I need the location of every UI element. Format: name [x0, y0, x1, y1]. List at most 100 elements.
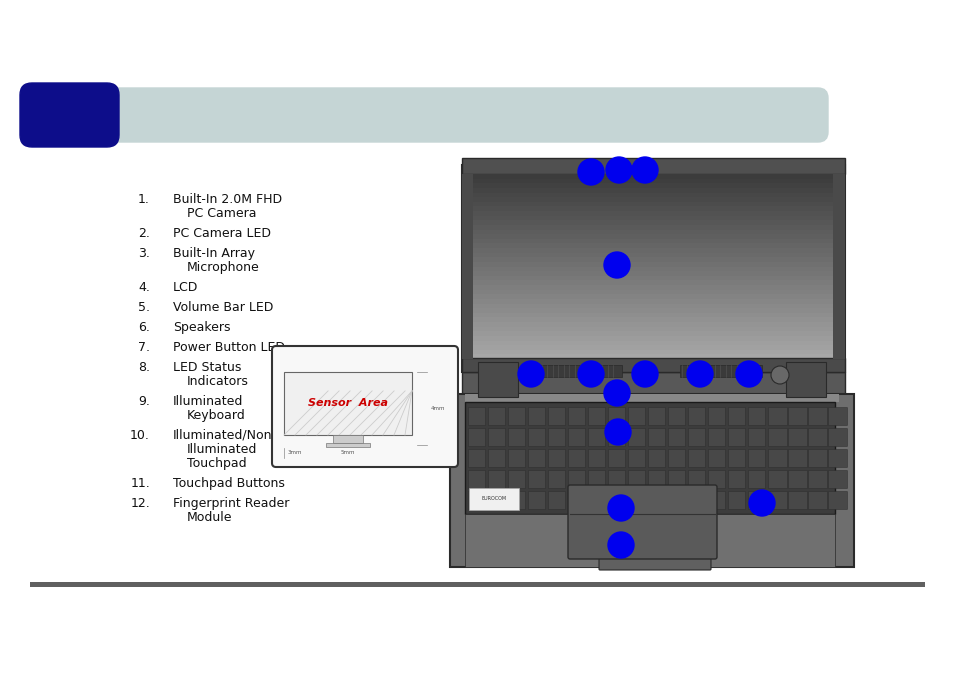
- Text: 9.: 9.: [138, 395, 150, 408]
- Bar: [473, 294, 832, 300]
- Text: 4mm: 4mm: [431, 406, 445, 411]
- Text: 3mm: 3mm: [288, 450, 302, 456]
- FancyBboxPatch shape: [688, 450, 705, 468]
- FancyBboxPatch shape: [528, 450, 545, 468]
- FancyBboxPatch shape: [588, 407, 605, 425]
- FancyBboxPatch shape: [688, 470, 705, 489]
- FancyBboxPatch shape: [807, 407, 826, 425]
- FancyBboxPatch shape: [628, 450, 645, 468]
- FancyBboxPatch shape: [748, 429, 764, 446]
- Bar: [473, 331, 832, 337]
- Bar: [473, 244, 832, 249]
- Text: 2.: 2.: [138, 227, 150, 240]
- FancyBboxPatch shape: [548, 450, 565, 468]
- Text: 11.: 11.: [131, 477, 150, 490]
- Bar: [539, 365, 621, 377]
- FancyBboxPatch shape: [608, 470, 625, 489]
- Bar: [473, 304, 832, 309]
- Text: Microphone: Microphone: [187, 261, 259, 274]
- Text: 7.: 7.: [138, 341, 150, 354]
- FancyBboxPatch shape: [608, 429, 625, 446]
- Bar: [461, 158, 844, 174]
- FancyBboxPatch shape: [598, 554, 710, 570]
- Circle shape: [578, 361, 603, 387]
- Bar: [473, 267, 832, 272]
- FancyBboxPatch shape: [568, 450, 585, 468]
- Text: 1.: 1.: [138, 193, 150, 206]
- Bar: [333, 435, 363, 443]
- Text: PC Camera: PC Camera: [187, 207, 256, 220]
- Circle shape: [748, 490, 774, 516]
- Bar: [469, 488, 518, 510]
- FancyBboxPatch shape: [688, 429, 705, 446]
- FancyBboxPatch shape: [728, 429, 744, 446]
- Text: 5mm: 5mm: [340, 450, 355, 456]
- Bar: [473, 271, 832, 277]
- Bar: [785, 362, 825, 397]
- Text: Fingerprint Reader: Fingerprint Reader: [172, 497, 289, 510]
- FancyBboxPatch shape: [668, 450, 685, 468]
- FancyBboxPatch shape: [508, 470, 525, 489]
- FancyBboxPatch shape: [807, 450, 826, 468]
- Bar: [473, 229, 832, 235]
- FancyBboxPatch shape: [548, 491, 565, 509]
- FancyBboxPatch shape: [648, 429, 665, 446]
- FancyBboxPatch shape: [788, 491, 806, 509]
- FancyBboxPatch shape: [768, 450, 786, 468]
- Bar: [464, 402, 834, 514]
- FancyBboxPatch shape: [648, 491, 665, 509]
- Text: 10.: 10.: [130, 429, 150, 442]
- FancyBboxPatch shape: [748, 407, 764, 425]
- Bar: [473, 174, 832, 180]
- Text: 4.: 4.: [138, 281, 150, 294]
- Text: Built-In 2.0M FHD: Built-In 2.0M FHD: [172, 193, 282, 206]
- Circle shape: [631, 361, 658, 387]
- FancyBboxPatch shape: [827, 407, 846, 425]
- Bar: [473, 257, 832, 263]
- FancyBboxPatch shape: [468, 470, 485, 489]
- FancyBboxPatch shape: [728, 491, 744, 509]
- FancyBboxPatch shape: [468, 407, 485, 425]
- FancyBboxPatch shape: [788, 450, 806, 468]
- FancyBboxPatch shape: [272, 346, 457, 467]
- FancyBboxPatch shape: [748, 470, 764, 489]
- FancyBboxPatch shape: [568, 491, 585, 509]
- Bar: [473, 248, 832, 254]
- FancyBboxPatch shape: [827, 470, 846, 489]
- Text: 8.: 8.: [138, 361, 150, 374]
- FancyBboxPatch shape: [488, 407, 505, 425]
- Bar: [461, 174, 473, 359]
- Circle shape: [517, 361, 543, 387]
- Text: LED Status: LED Status: [172, 361, 241, 374]
- Circle shape: [603, 380, 629, 406]
- FancyBboxPatch shape: [628, 470, 645, 489]
- FancyBboxPatch shape: [488, 450, 505, 468]
- Text: Indicators: Indicators: [187, 375, 249, 388]
- Text: 3.: 3.: [138, 247, 150, 260]
- Text: Module: Module: [187, 511, 233, 524]
- Bar: [832, 174, 844, 359]
- FancyBboxPatch shape: [708, 491, 724, 509]
- FancyBboxPatch shape: [567, 485, 717, 559]
- FancyBboxPatch shape: [708, 407, 724, 425]
- FancyBboxPatch shape: [528, 429, 545, 446]
- FancyBboxPatch shape: [608, 450, 625, 468]
- Circle shape: [607, 495, 634, 521]
- FancyBboxPatch shape: [568, 470, 585, 489]
- Circle shape: [604, 419, 630, 445]
- Bar: [477, 362, 517, 397]
- Bar: [473, 355, 832, 360]
- FancyBboxPatch shape: [508, 450, 525, 468]
- FancyBboxPatch shape: [608, 491, 625, 509]
- Bar: [473, 313, 832, 318]
- Bar: [461, 372, 844, 394]
- Text: Illuminated/Non-: Illuminated/Non-: [172, 429, 276, 442]
- Text: Keyboard: Keyboard: [187, 409, 246, 422]
- FancyBboxPatch shape: [728, 407, 744, 425]
- Bar: [473, 345, 832, 351]
- Bar: [473, 341, 832, 346]
- Polygon shape: [461, 165, 844, 372]
- FancyBboxPatch shape: [788, 429, 806, 446]
- FancyBboxPatch shape: [568, 429, 585, 446]
- Circle shape: [686, 361, 712, 387]
